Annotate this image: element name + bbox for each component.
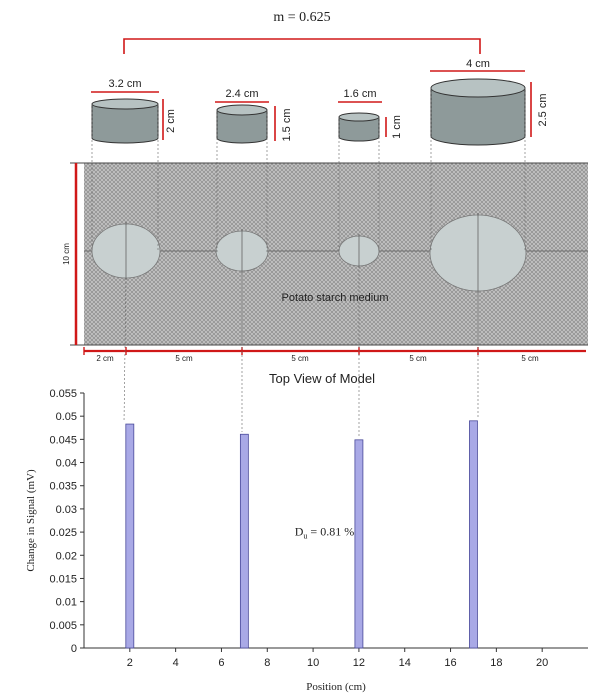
cylinder-3-diameter: 1.6 cm	[343, 88, 376, 100]
x-axis-label: Position (cm)	[306, 681, 366, 693]
cylinder-4-diameter: 4 cm	[466, 58, 490, 70]
m-label: m = 0.625	[273, 10, 330, 25]
cylinder-3: 1.6 cm 1 cm	[338, 88, 403, 142]
annotation: Du = 0.81 %	[295, 524, 354, 540]
bar-chart: 0 0.005 0.01 0.015 0.02 0.025 0.03 0.035 0.04 0.0…	[25, 388, 588, 693]
bar	[239, 433, 249, 649]
cylinder-1-height: 2 cm	[165, 109, 177, 133]
m-bracket	[123, 38, 481, 54]
y-tick-label: 0.05	[56, 411, 77, 423]
x-tick-label: 8	[264, 657, 270, 669]
cylinder-2: 2.4 cm 1.5 cm	[215, 88, 293, 144]
spacing-label-1: 2 cm	[96, 354, 114, 363]
x-tick-label: 2	[127, 657, 133, 669]
x-tick-label: 6	[218, 657, 224, 669]
bar	[469, 420, 478, 649]
spacing-label-4: 5 cm	[409, 354, 427, 363]
x-tick-label: 20	[536, 657, 548, 669]
spacing-label-3: 5 cm	[291, 354, 309, 363]
spacing-label-2: 5 cm	[175, 354, 193, 363]
model-caption: Top View of Model	[269, 371, 375, 386]
x-tick-label: 18	[490, 657, 502, 669]
bar	[354, 439, 364, 649]
x-tick-label: 4	[173, 657, 179, 669]
guide-lines	[91, 88, 526, 437]
y-tick-label: 0.045	[49, 434, 77, 446]
cylinder-1: 3.2 cm 2 cm	[91, 78, 177, 144]
x-tick-label: 16	[444, 657, 456, 669]
x-tick-label: 12	[353, 657, 365, 669]
y-tick-label: 0.055	[49, 388, 77, 400]
cylinder-3-height: 1 cm	[391, 115, 403, 139]
annotation-rest: = 0.81 %	[307, 524, 354, 538]
x-tick-label: 10	[307, 657, 319, 669]
cylinder-1-diameter: 3.2 cm	[108, 78, 141, 90]
y-tick-label: 0.01	[56, 597, 77, 609]
annotation-sub: u	[303, 531, 307, 540]
y-tick-label: 0.04	[56, 458, 77, 470]
annotation-base: D	[295, 524, 304, 538]
y-tick-label: 0.025	[49, 527, 77, 539]
width-label: 10 cm	[62, 243, 71, 265]
y-tick-label: 0.005	[49, 620, 77, 632]
cylinder-4: 4 cm 2.5 cm	[430, 58, 549, 146]
y-tick-label: 0.03	[56, 504, 77, 516]
cylinder-4-height: 2.5 cm	[537, 93, 549, 126]
cylinder-2-height: 1.5 cm	[281, 108, 293, 141]
y-tick-label: 0.02	[56, 550, 77, 562]
y-tick-label: 0	[71, 643, 77, 655]
y-axis-label: Change in Signal (mV)	[25, 469, 37, 572]
bar	[125, 423, 135, 649]
cylinder-2-diameter: 2.4 cm	[225, 88, 258, 100]
spacing-label-5: 5 cm	[521, 354, 539, 363]
y-tick-label: 0.035	[49, 481, 77, 493]
x-tick-label: 14	[399, 657, 411, 669]
y-tick-label: 0.015	[49, 573, 77, 585]
medium-label: Potato starch medium	[282, 292, 389, 304]
